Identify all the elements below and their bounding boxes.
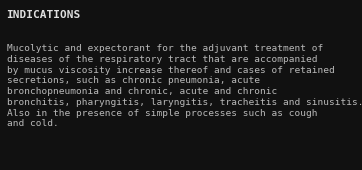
Text: INDICATIONS: INDICATIONS [7, 10, 81, 20]
Text: Mucolytic and expectorant for the adjuvant treatment of
diseases of the respirat: Mucolytic and expectorant for the adjuva… [7, 44, 362, 129]
